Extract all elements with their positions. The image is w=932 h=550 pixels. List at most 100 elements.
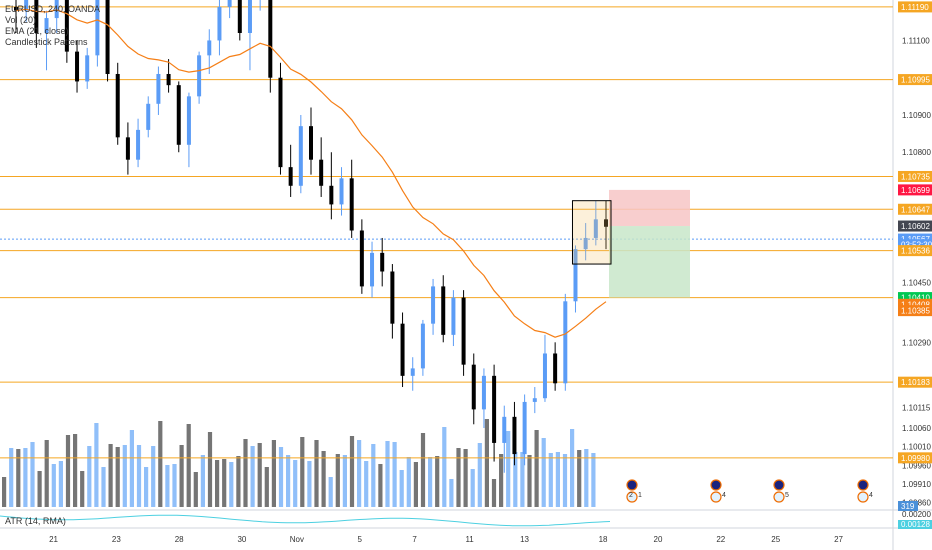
volume-bar	[406, 457, 411, 507]
time-tick-label: 7	[412, 535, 417, 544]
volume-bar	[229, 462, 234, 507]
candle	[156, 66, 161, 115]
take-profit-zone	[609, 226, 690, 298]
candle-body	[75, 51, 80, 82]
horizontal-levels	[0, 6, 893, 459]
candle-body	[197, 55, 202, 97]
candle-body	[542, 353, 547, 399]
volume-bar	[30, 442, 35, 507]
atr-badge-text: 0.00128	[901, 520, 930, 529]
candle-body	[451, 297, 456, 335]
candle-body	[481, 375, 486, 410]
volume-bar	[413, 462, 418, 507]
candle	[329, 152, 334, 220]
price-badge-bg	[898, 245, 932, 257]
candle-body	[492, 375, 497, 443]
legend-ema[interactable]: EMA (21, close)	[5, 26, 69, 36]
volume-bar	[293, 460, 298, 507]
event-icon: 12	[626, 479, 642, 503]
candle	[471, 353, 476, 425]
candle	[532, 387, 537, 414]
volume-bar	[520, 452, 525, 507]
candle	[166, 59, 171, 93]
volume-bar	[73, 434, 78, 507]
candle	[217, 0, 222, 56]
candle-body	[105, 0, 110, 74]
candle-body	[553, 353, 558, 384]
price-label-badge: 1.10408	[898, 298, 932, 310]
candle	[197, 51, 202, 104]
candle-body	[349, 178, 354, 231]
volume-bar	[420, 433, 426, 507]
candle	[75, 40, 80, 93]
price-tick-label: 1.10060	[902, 424, 931, 433]
time-tick-label: 5	[357, 535, 362, 544]
volume-bar	[51, 464, 56, 507]
volume-bar	[335, 454, 340, 507]
legend-patterns[interactable]: Candlestick Patterns	[5, 37, 88, 47]
candle-body	[146, 103, 151, 130]
candle-body	[573, 249, 578, 302]
price-label-badge: 1.10536	[898, 245, 932, 257]
volume-bar	[286, 455, 291, 507]
candle	[288, 144, 293, 197]
price-tick-label: 1.10900	[902, 111, 931, 120]
price-badge-text: 1.10410	[901, 294, 930, 303]
candle	[512, 401, 517, 466]
atr-pane	[0, 510, 893, 528]
candle	[410, 357, 415, 391]
candle	[227, 0, 232, 19]
volume-bar	[491, 479, 497, 507]
volume-bar	[94, 423, 99, 507]
candle	[115, 62, 120, 145]
candle-body	[400, 323, 405, 376]
price-label-badge: 1.10410	[898, 292, 932, 304]
volume-bar	[108, 444, 113, 507]
candle	[44, 10, 49, 71]
volume-bar	[364, 461, 369, 507]
volume-bar	[435, 456, 440, 507]
atr-legend[interactable]: ATR (14, RMA)	[5, 516, 66, 526]
price-label-badge: 1.10385	[898, 305, 932, 317]
candle	[95, 0, 100, 67]
time-tick-label: 11	[465, 535, 474, 544]
legend-symbol[interactable]: EURUSD, 240, OANDA	[5, 4, 101, 14]
volume-bar	[115, 447, 120, 507]
price-badge-bg	[898, 376, 932, 388]
candle-body	[288, 167, 293, 186]
volume-bar	[2, 477, 7, 507]
price-label-badge: 1.11190	[898, 1, 932, 13]
candle	[207, 29, 212, 74]
candle-body	[95, 0, 100, 56]
legend-volume[interactable]: Vol (20)	[5, 15, 37, 25]
time-tick-label: 13	[520, 535, 529, 544]
candle-body	[227, 0, 232, 7]
candle-body	[370, 252, 375, 287]
price-badge-text: 1.10183	[901, 378, 930, 387]
candle	[492, 364, 497, 462]
candle-body	[461, 297, 466, 365]
event-label: 2	[629, 492, 633, 499]
candle-body	[268, 0, 273, 78]
candle	[502, 405, 507, 473]
volume-bar	[562, 454, 568, 507]
volume-bar	[513, 452, 518, 507]
price-tick-label: 1.10010	[902, 443, 931, 452]
time-tick-label: 30	[237, 535, 246, 544]
candle-body	[54, 0, 59, 19]
volume-bar	[499, 454, 504, 507]
chart-legend: EURUSD, 240, OANDA Vol (20) EMA (21, clo…	[5, 4, 100, 48]
candle	[420, 319, 425, 376]
time-tick-label: 22	[716, 535, 725, 544]
candle-body	[136, 129, 141, 160]
candle	[34, 0, 39, 48]
volume-badge-text: 319	[901, 502, 915, 511]
volume-bar	[257, 443, 262, 507]
volume-bar	[165, 465, 170, 507]
volume-bar	[172, 464, 177, 507]
price-tick-label: 1.09910	[902, 480, 931, 489]
price-badge-bg	[898, 184, 932, 196]
volume-bar	[207, 432, 213, 507]
candle	[105, 0, 110, 82]
